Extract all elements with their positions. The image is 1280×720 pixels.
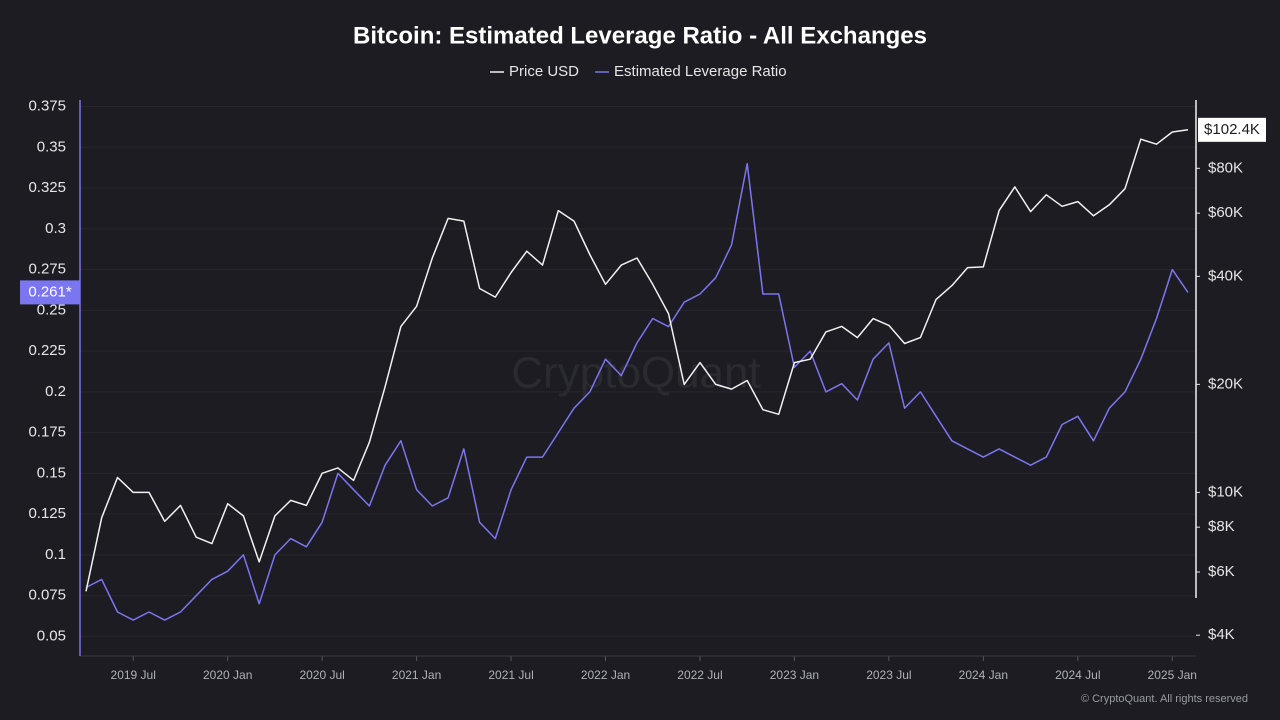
y-tick-label: 0.05 <box>37 627 66 644</box>
y2-tick-label: $80K <box>1208 159 1243 176</box>
last-value-badge <box>1198 117 1266 142</box>
last-value-label: $102.4K <box>1204 121 1260 138</box>
y2-tick-label: $4K <box>1208 626 1235 643</box>
y-tick-label: 0.075 <box>28 587 66 604</box>
x-tick-label: 2020 Jan <box>203 668 252 682</box>
y-tick-label: 0.35 <box>37 138 66 155</box>
y-tick-label: 0.225 <box>28 342 66 359</box>
y-tick-label: 0.175 <box>28 424 66 441</box>
series-line <box>85 129 1189 592</box>
x-tick-label: 2019 Jul <box>111 668 156 682</box>
x-tick-label: 2022 Jul <box>677 668 722 682</box>
y-tick-label: 0.375 <box>28 97 66 114</box>
y-tick-label: 0.15 <box>37 464 66 481</box>
y2-tick-label: $40K <box>1208 267 1243 284</box>
x-tick-label: 2022 Jan <box>581 668 630 682</box>
y-tick-label: 0.2 <box>45 383 66 400</box>
y2-tick-label: $10K <box>1208 483 1243 500</box>
y-tick-label: 0.125 <box>28 505 66 522</box>
x-tick-label: 2023 Jul <box>866 668 911 682</box>
y-tick-label: 0.325 <box>28 179 66 196</box>
y-tick-label: 0.3 <box>45 220 66 237</box>
y-tick-label: 0.25 <box>37 301 66 318</box>
x-tick-label: 2025 Jan <box>1148 668 1197 682</box>
y2-tick-label: $6K <box>1208 563 1235 580</box>
y-tick-label: 0.1 <box>45 546 66 563</box>
y2-tick-label: $60K <box>1208 204 1243 221</box>
x-tick-label: 2020 Jul <box>299 668 344 682</box>
credit: © CryptoQuant. All rights reserved <box>1081 693 1248 705</box>
last-value-badge <box>20 280 80 305</box>
y2-tick-label: $8K <box>1208 518 1235 535</box>
series-line <box>85 162 1189 621</box>
y-tick-label: 0.275 <box>28 261 66 278</box>
legend-label: Estimated Leverage Ratio <box>614 63 787 80</box>
chart-title: Bitcoin: Estimated Leverage Ratio - All … <box>353 22 927 49</box>
watermark: CryptoQuant <box>511 349 760 398</box>
last-value-label: 0.261* <box>28 283 72 300</box>
x-tick-label: 2021 Jul <box>488 668 533 682</box>
legend-label: Price USD <box>509 63 579 80</box>
x-tick-label: 2024 Jan <box>959 668 1008 682</box>
x-tick-label: 2023 Jan <box>770 668 819 682</box>
x-tick-label: 2024 Jul <box>1055 668 1100 682</box>
y2-tick-label: $20K <box>1208 375 1243 392</box>
x-tick-label: 2021 Jan <box>392 668 441 682</box>
